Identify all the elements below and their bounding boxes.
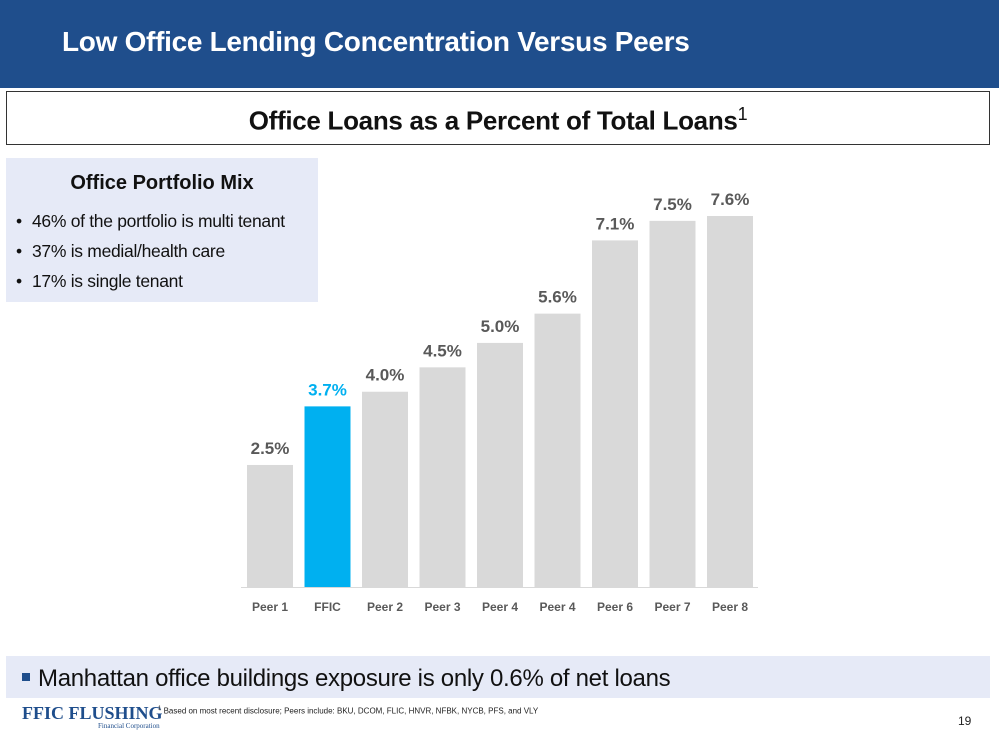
chart-title-text: Office Loans as a Percent of Total Loans: [248, 105, 738, 136]
manhattan-exposure-text: Manhattan office buildings exposure is o…: [38, 665, 671, 692]
bar-peer-7: [649, 220, 696, 587]
mix-bullet-text: 37% is medial/health care: [32, 241, 225, 261]
flushing-logo: FFIC FLUSHING Financial Corporation: [22, 703, 163, 730]
manhattan-exposure-line: Manhattan office buildings exposure is o…: [22, 665, 671, 693]
data-label: 5.6%: [538, 288, 577, 307]
bar-peer-1: [247, 464, 293, 587]
logo-main-text: FFIC FLUSHING: [22, 703, 163, 723]
bar-ffic: [304, 406, 351, 587]
bar-peer-4: [477, 342, 523, 587]
footnote: 1 Based on most recent disclosure; Peers…: [158, 706, 538, 716]
page-number: 19: [958, 714, 972, 728]
x-tick-label: Peer 4: [539, 600, 575, 614]
data-label: 7.1%: [596, 214, 635, 233]
mix-bullet-item: • 17% is single tenant: [16, 266, 285, 296]
mix-bullet-text: 17% is single tenant: [32, 271, 183, 291]
x-tick-label: Peer 7: [654, 600, 690, 614]
bullet-dot-icon: •: [16, 271, 22, 291]
data-label: 7.6%: [711, 190, 750, 209]
x-tick-label: Peer 2: [367, 600, 403, 614]
logo-sub-text: Financial Corporation: [98, 722, 160, 730]
header-bar: Low Office Lending Concentration Versus …: [0, 0, 999, 88]
bar-peer-4: [534, 313, 581, 587]
bar-peer-2: [362, 391, 408, 587]
x-tick-label: FFIC: [314, 600, 341, 614]
bar-peer-6: [592, 240, 638, 587]
data-label: 3.7%: [308, 380, 347, 399]
bullet-dot-icon: •: [16, 211, 22, 231]
data-label: 4.0%: [366, 366, 405, 385]
footnote-mark: 1: [158, 706, 162, 712]
office-portfolio-mix-panel: Office Portfolio Mix • 46% of the portfol…: [6, 158, 318, 302]
x-tick-label: Peer 8: [712, 600, 748, 614]
x-tick-label: Peer 6: [597, 600, 633, 614]
bar-peer-8: [707, 216, 753, 587]
mix-bullet-item: • 37% is medial/health care: [16, 236, 285, 266]
bullet-dot-icon: •: [16, 241, 22, 261]
data-label: 2.5%: [251, 439, 290, 458]
footnote-text: Based on most recent disclosure; Peers i…: [163, 706, 539, 716]
bar-peer-3: [419, 367, 466, 587]
chart-title: Office Loans as a Percent of Total Loans…: [7, 104, 989, 137]
x-tick-label: Peer 1: [252, 600, 288, 614]
mix-bullet-item: • 46% of the portfolio is multi tenant: [16, 206, 285, 236]
data-label: 7.5%: [653, 195, 692, 214]
office-portfolio-mix-list: • 46% of the portfolio is multi tenant • 3…: [16, 206, 285, 296]
page-title: Low Office Lending Concentration Versus …: [62, 26, 690, 57]
square-bullet-icon: [22, 672, 30, 681]
x-tick-label: Peer 3: [424, 600, 460, 614]
office-loans-bar-chart: 2.5% Peer 1 3.7% FFIC 4.0% Peer 2 4.5% Peer 3 5.…: [241, 190, 758, 614]
manhattan-exposure-note: Manhattan office buildings exposure is o…: [6, 656, 990, 698]
office-portfolio-mix-title: Office Portfolio Mix: [70, 172, 254, 194]
chart-title-footnote-mark: 1: [737, 104, 748, 124]
x-tick-label: Peer 4: [482, 600, 518, 614]
data-label: 4.5%: [423, 341, 462, 360]
data-label: 5.0%: [481, 317, 520, 336]
mix-bullet-text: 46% of the portfolio is multi tenant: [32, 211, 285, 231]
chart-title-box: Office Loans as a Percent of Total Loans…: [6, 91, 990, 145]
